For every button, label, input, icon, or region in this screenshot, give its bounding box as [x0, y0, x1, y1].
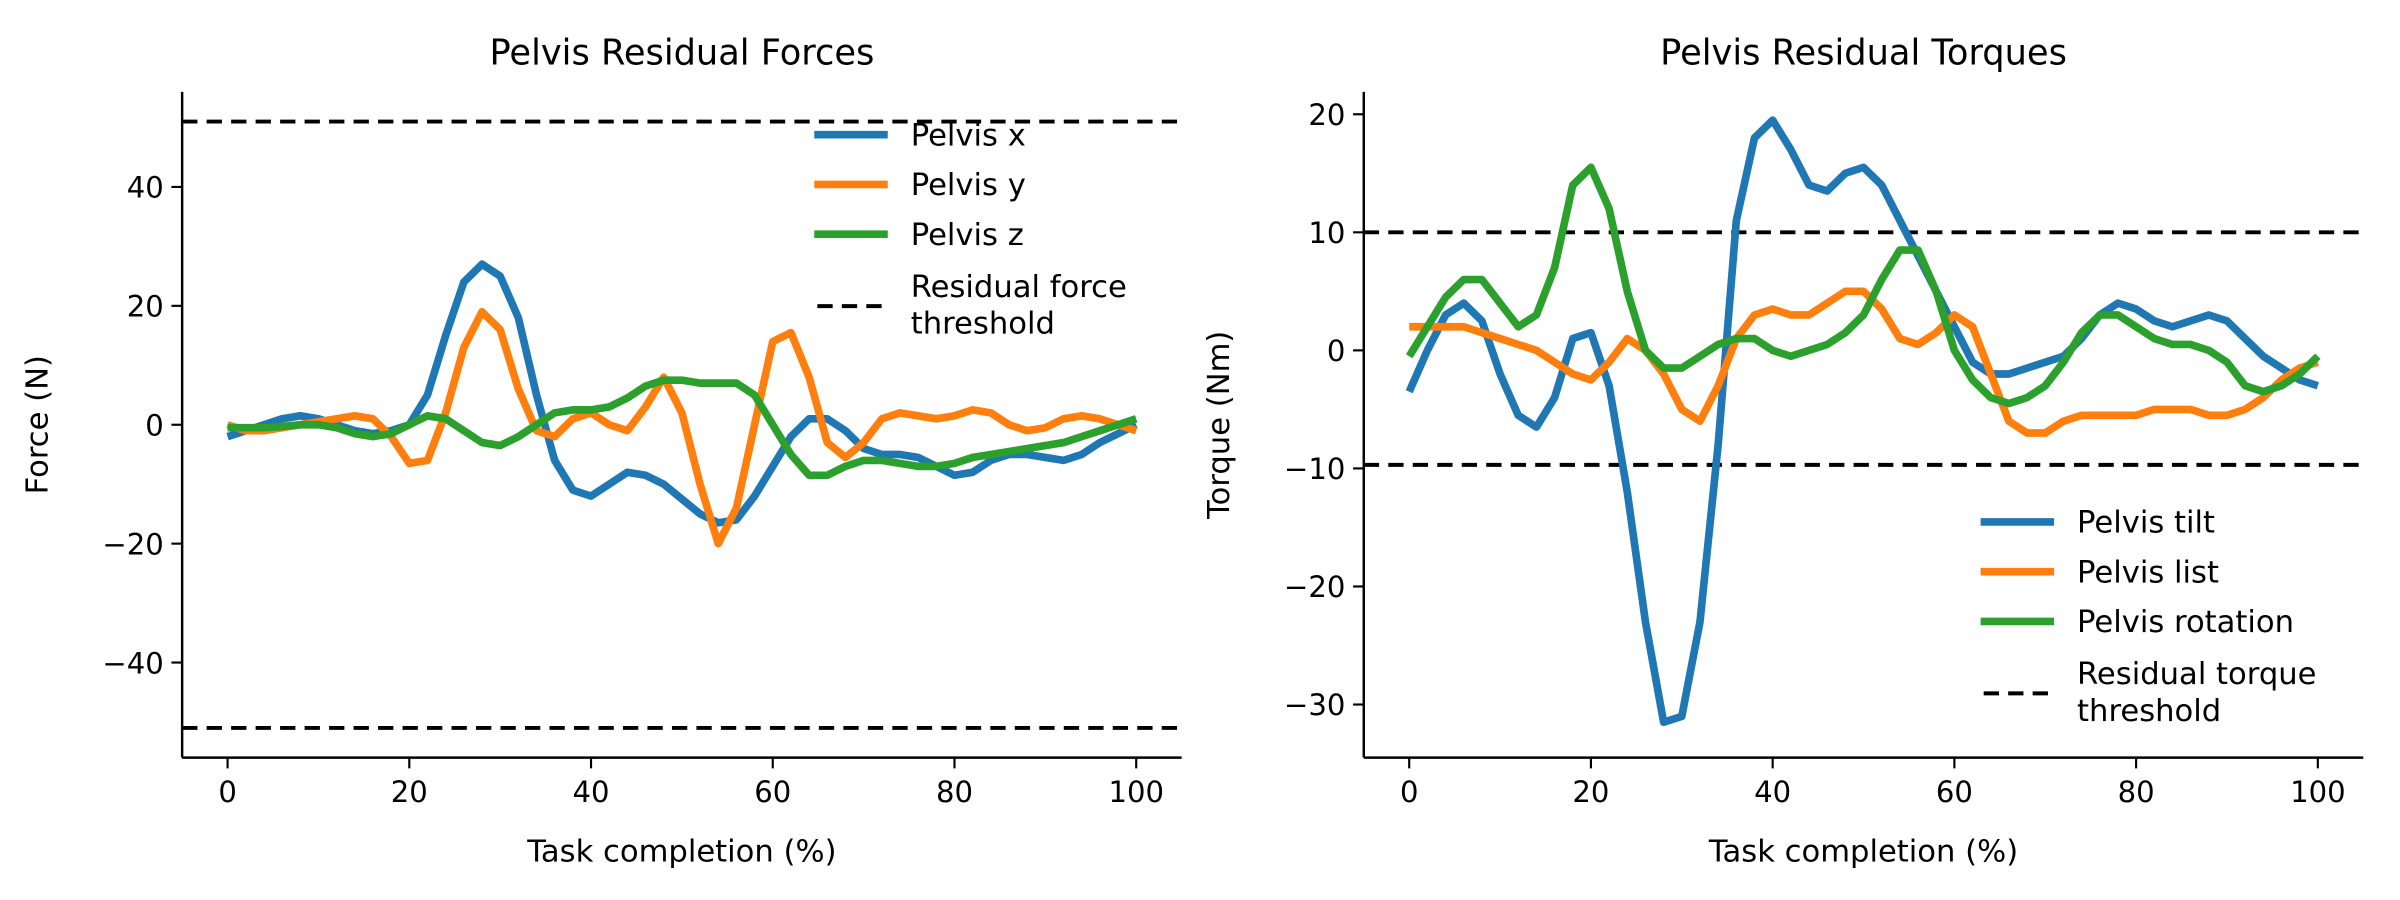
y-tick-label: 0	[145, 408, 164, 442]
series-line	[1405, 116, 2320, 727]
legend-label: Pelvis z	[911, 218, 1024, 253]
x-tick-label: 0	[1400, 775, 1419, 809]
y-tick-label: 20	[1308, 98, 1345, 132]
x-tick-label: 80	[2118, 775, 2155, 809]
x-tick-label: 40	[573, 775, 610, 809]
y-axis-label: Force (N)	[20, 355, 55, 494]
series-line	[227, 376, 1138, 480]
y-tick-label: 40	[127, 171, 164, 205]
y-tick-label: 0	[1327, 334, 1346, 368]
y-axis-label: Torque (Nm)	[1202, 331, 1237, 520]
legend-label-box: Residual torque threshold	[2077, 655, 2317, 729]
legend-label: Pelvis y	[911, 168, 1026, 203]
x-tick-label: 20	[1572, 775, 1609, 809]
x-tick-label: 40	[1754, 775, 1791, 809]
series-line	[1409, 287, 2320, 437]
x-axis-label: Task completion (%)	[526, 835, 836, 870]
legend-label: Pelvis x	[911, 118, 1026, 153]
series-line	[1405, 163, 2321, 408]
x-tick-label: 80	[936, 775, 973, 809]
x-tick-label: 60	[754, 775, 791, 809]
x-tick-label: 0	[218, 775, 237, 809]
legend-label: Pelvis list	[2077, 555, 2219, 590]
x-tick-label: 100	[2290, 775, 2346, 809]
x-tick-label: 100	[1108, 775, 1164, 809]
legend-label: Pelvis rotation	[2077, 605, 2294, 640]
y-tick-label: −40	[102, 646, 163, 680]
legend-label: Residual torque threshold	[2077, 655, 2317, 729]
chart-title: Pelvis Residual Torques	[1660, 32, 2067, 73]
series-line	[226, 307, 1138, 548]
x-tick-label: 60	[1936, 775, 1973, 809]
y-tick-label: −30	[1284, 688, 1345, 722]
legend-label: Residual force threshold	[910, 267, 1127, 342]
x-tick-label: 20	[391, 775, 428, 809]
x-axis-label: Task completion (%)	[1708, 835, 2018, 870]
y-tick-label: 20	[127, 290, 164, 324]
y-tick-label: 10	[1308, 216, 1345, 250]
y-tick-label: −20	[102, 527, 163, 561]
y-tick-label: −20	[1284, 570, 1345, 604]
y-tick-label: −10	[1284, 452, 1345, 486]
legend-label: Pelvis tilt	[2077, 506, 2215, 541]
legend-label-box: Residual force threshold	[910, 267, 1127, 342]
chart-title: Pelvis Residual Forces	[489, 32, 874, 73]
